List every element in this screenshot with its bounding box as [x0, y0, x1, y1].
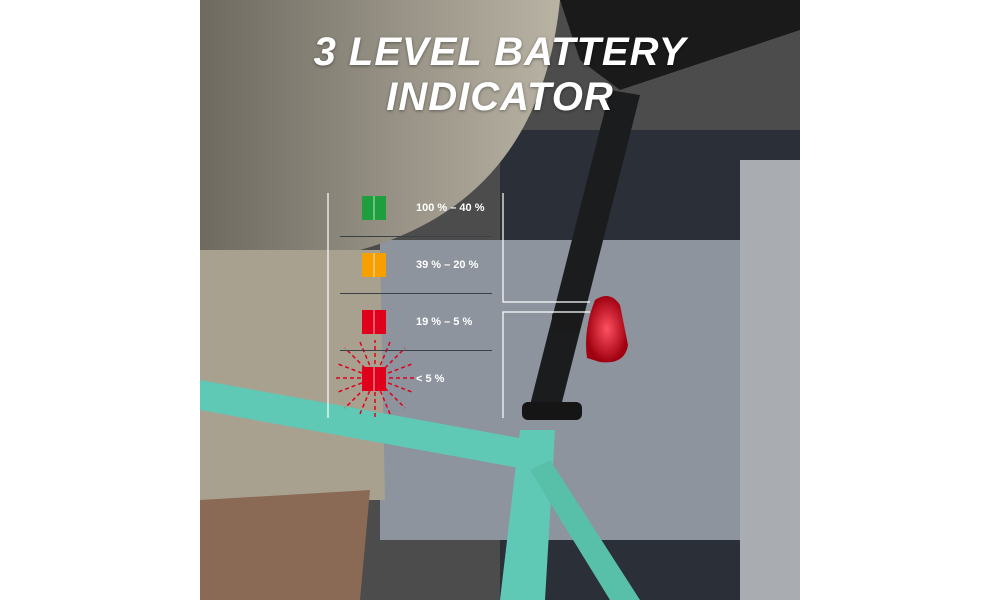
bike-scene — [200, 0, 800, 600]
level-label: 39 % – 20 % — [416, 259, 479, 271]
bike-top-tube — [200, 380, 530, 470]
rear-light — [586, 296, 628, 363]
orange-led-icon — [362, 253, 386, 277]
seat-clamp — [522, 402, 582, 420]
bracket-right-bottom — [502, 311, 590, 418]
page-title: 3 LEVEL BATTERY INDICATOR — [313, 30, 687, 119]
level-label: 100 % – 40 % — [416, 202, 485, 214]
battery-level-medium: 39 % – 20 % — [362, 252, 478, 278]
level-label: 19 % – 5 % — [416, 316, 473, 328]
bracket-right-top — [502, 193, 590, 303]
stone-wall — [740, 160, 800, 600]
product-photo: 3 LEVEL BATTERY INDICATOR 100 % – 40 % 3… — [200, 0, 800, 600]
green-led-icon — [362, 196, 386, 220]
rider-shorts — [200, 250, 385, 500]
battery-level-high: 100 % – 40 % — [362, 195, 485, 221]
battery-level-low: 19 % – 5 % — [362, 309, 472, 335]
divider — [340, 350, 492, 351]
red-led-icon — [362, 310, 386, 334]
saddle — [560, 0, 800, 90]
light-mount — [552, 312, 580, 332]
battery-level-critical: < 5 % — [362, 366, 444, 392]
divider — [340, 236, 492, 237]
bike-seat-stay — [530, 460, 640, 600]
divider — [340, 293, 492, 294]
level-label: < 5 % — [416, 373, 445, 385]
blinking-red-led-icon — [362, 367, 386, 391]
rider-knee — [200, 490, 370, 600]
rider-leg — [200, 0, 560, 250]
